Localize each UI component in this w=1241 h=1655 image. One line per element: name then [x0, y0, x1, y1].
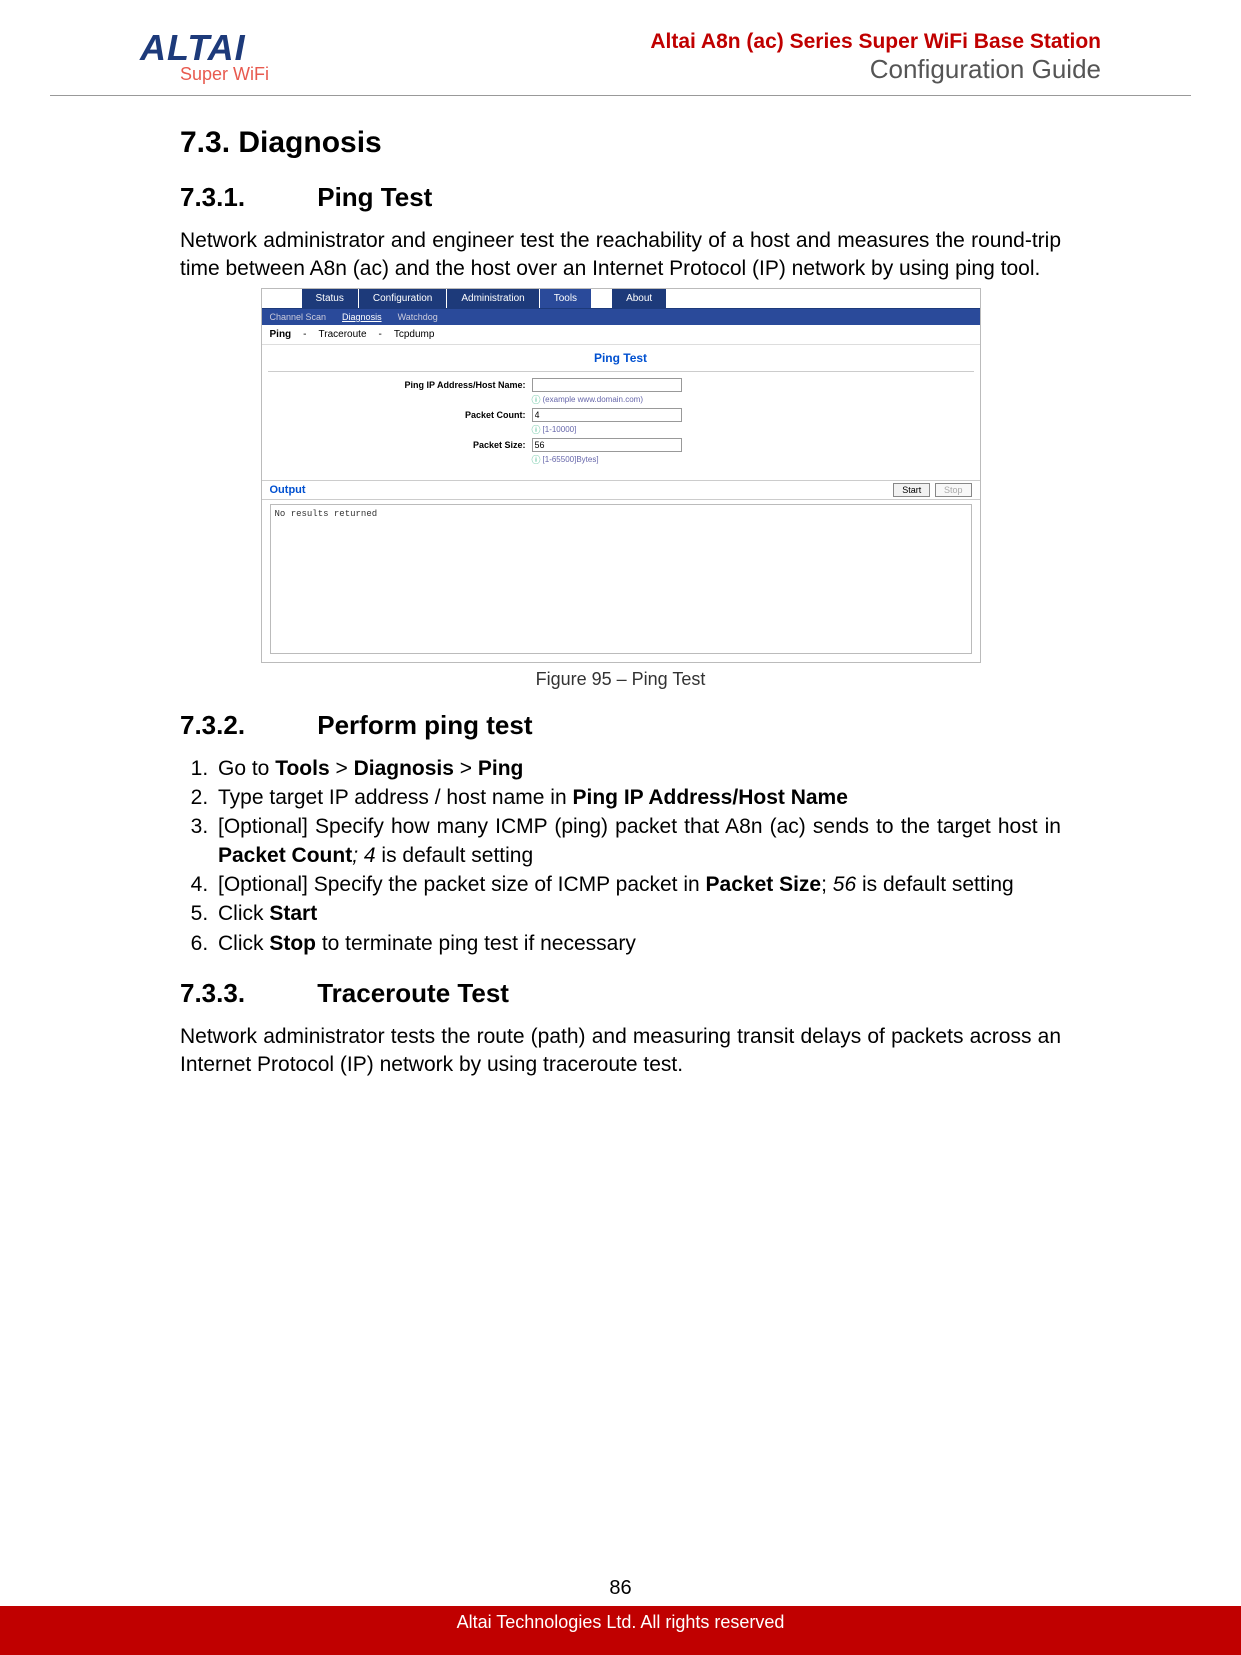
heading-7-3: 7.3. Diagnosis [180, 126, 1061, 160]
step-6: Click Stop to terminate ping test if nec… [214, 930, 1061, 958]
output-bar: Output Start Stop [262, 480, 980, 500]
page-number: 86 [0, 1571, 1241, 1606]
subnav-channel-scan[interactable]: Channel Scan [270, 312, 327, 322]
subnav-diagnosis[interactable]: Diagnosis [342, 312, 382, 322]
paragraph-ping-intro: Network administrator and engineer test … [180, 227, 1061, 284]
tab-tools[interactable]: Tools [540, 289, 592, 308]
ui-topnav: Status Configuration Administration Tool… [262, 289, 980, 309]
paragraph-traceroute: Network administrator tests the route (p… [180, 1023, 1061, 1080]
stop-button[interactable]: Stop [935, 483, 972, 497]
page-footer: 86 Altai Technologies Ltd. All rights re… [0, 1571, 1241, 1655]
output-label: Output [270, 484, 306, 496]
label-count: Packet Count: [272, 408, 532, 420]
step-4: [Optional] Specify the packet size of IC… [214, 871, 1061, 899]
heading-num: 7.3.2. [180, 710, 310, 741]
output-box: No results returned [270, 504, 972, 654]
panel-title: Ping Test [268, 345, 974, 372]
subnav-watchdog[interactable]: Watchdog [398, 312, 438, 322]
heading-7-3-3: 7.3.3. Traceroute Test [180, 978, 1061, 1009]
subsub-traceroute[interactable]: Traceroute [319, 329, 367, 340]
heading-7-3-2: 7.3.2. Perform ping test [180, 710, 1061, 741]
label-ip: Ping IP Address/Host Name: [272, 378, 532, 390]
label-size: Packet Size: [272, 438, 532, 450]
start-button[interactable]: Start [893, 483, 930, 497]
figure-caption: Figure 95 – Ping Test [180, 669, 1061, 690]
heading-text: Perform ping test [317, 710, 532, 740]
heading-text: Ping Test [317, 182, 432, 212]
steps-list: Go to Tools > Diagnosis > Ping Type targ… [214, 755, 1061, 958]
sep: - [303, 329, 306, 340]
tab-configuration[interactable]: Configuration [359, 289, 447, 308]
heading-num: 7.3.1. [180, 182, 310, 213]
tab-about[interactable]: About [612, 289, 667, 308]
logo-block: ALTAI Super WiFi [140, 32, 269, 85]
subsub-ping[interactable]: Ping [270, 329, 292, 340]
input-size[interactable] [532, 438, 682, 452]
tab-administration[interactable]: Administration [447, 289, 539, 308]
logo-text: ALTAI [140, 32, 246, 64]
ui-form: Ping IP Address/Host Name: (example www.… [262, 372, 980, 474]
logo-subtext: Super WiFi [180, 64, 269, 85]
tab-status[interactable]: Status [302, 289, 359, 308]
step-2: Type target IP address / host name in Pi… [214, 784, 1061, 812]
hint-count: [1-10000] [532, 423, 682, 436]
page-content: 7.3. Diagnosis 7.3.1. Ping Test Network … [0, 96, 1241, 1080]
doc-title: Altai A8n (ac) Series Super WiFi Base St… [650, 30, 1101, 54]
heading-text: Traceroute Test [317, 978, 509, 1008]
page-header: ALTAI Super WiFi Altai A8n (ac) Series S… [50, 0, 1191, 96]
input-ip[interactable] [532, 378, 682, 392]
sep: - [379, 329, 382, 340]
heading-7-3-1: 7.3.1. Ping Test [180, 182, 1061, 213]
input-count[interactable] [532, 408, 682, 422]
screenshot-ping-test: Status Configuration Administration Tool… [261, 288, 981, 663]
header-right: Altai A8n (ac) Series Super WiFi Base St… [650, 30, 1101, 85]
doc-subtitle: Configuration Guide [650, 54, 1101, 85]
step-5: Click Start [214, 900, 1061, 928]
subsub-tcpdump[interactable]: Tcpdump [394, 329, 435, 340]
step-1: Go to Tools > Diagnosis > Ping [214, 755, 1061, 783]
hint-ip: (example www.domain.com) [532, 393, 682, 406]
ui-subnav: Channel Scan Diagnosis Watchdog [262, 309, 980, 325]
hint-size: [1-65500]Bytes] [532, 453, 682, 466]
step-3: [Optional] Specify how many ICMP (ping) … [214, 813, 1061, 870]
footer-copyright: Altai Technologies Ltd. All rights reser… [0, 1606, 1241, 1655]
heading-num: 7.3.3. [180, 978, 310, 1009]
ui-subsub: Ping - Traceroute - Tcpdump [262, 325, 980, 345]
